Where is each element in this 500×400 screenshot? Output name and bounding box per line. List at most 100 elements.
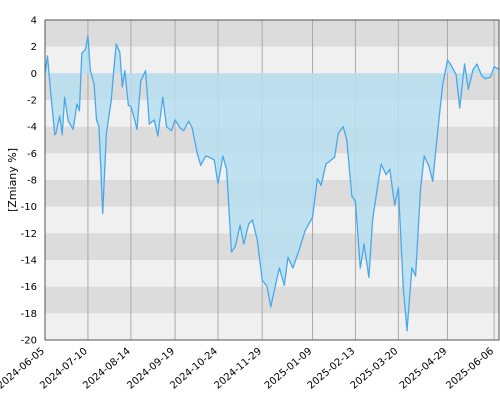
data-point <box>299 246 301 248</box>
y-tick-label: 2 <box>31 42 37 53</box>
data-point <box>334 156 336 158</box>
data-point <box>188 120 190 122</box>
y-tick-label: -20 <box>21 336 37 347</box>
plot-frame <box>44 19 500 341</box>
data-point <box>493 66 495 68</box>
data-point <box>270 306 272 308</box>
data-point <box>489 76 491 78</box>
data-point <box>130 106 132 108</box>
data-point <box>415 275 417 277</box>
data-point <box>316 178 318 180</box>
y-tick-label: -18 <box>21 309 37 320</box>
data-point <box>385 174 387 176</box>
data-point <box>165 126 168 128</box>
data-point <box>397 187 399 189</box>
data-point <box>55 132 57 134</box>
data-point <box>61 134 63 136</box>
data-point <box>78 110 80 112</box>
data-point <box>50 96 52 98</box>
y-tick-label: -6 <box>27 149 37 160</box>
data-point <box>283 284 285 286</box>
data-point <box>213 159 215 161</box>
data-point <box>292 267 294 269</box>
data-point <box>419 188 422 190</box>
data-point <box>320 184 322 186</box>
data-point <box>311 216 314 218</box>
y-tick-label: -12 <box>21 229 37 240</box>
series-line <box>44 35 500 332</box>
data-point <box>476 63 478 65</box>
data-point <box>446 59 449 61</box>
data-point <box>287 256 289 258</box>
x-tick-label: 2025-04-29 <box>398 346 450 392</box>
data-point <box>243 243 245 245</box>
y-tick-label: 4 <box>31 16 37 27</box>
data-point <box>230 251 233 253</box>
data-point <box>110 99 112 101</box>
y-tick-label: 0 <box>31 69 37 80</box>
data-point <box>89 70 91 72</box>
data-point <box>46 55 49 57</box>
data-point <box>402 287 404 289</box>
data-point <box>54 134 56 136</box>
data-point <box>376 186 379 188</box>
data-point <box>222 155 224 157</box>
data-point <box>59 115 61 117</box>
data-point <box>342 126 344 128</box>
data-point <box>200 164 202 166</box>
grid-band <box>45 313 499 340</box>
data-point <box>275 283 277 285</box>
data-point <box>234 246 236 248</box>
data-point <box>183 130 185 132</box>
data-point <box>472 68 474 70</box>
data-point <box>64 96 66 98</box>
data-point <box>442 84 444 86</box>
data-point <box>170 130 172 132</box>
data-point <box>76 103 78 105</box>
data-point <box>363 243 365 245</box>
data-point <box>450 64 452 66</box>
data-point <box>72 128 74 130</box>
data-point <box>325 163 327 165</box>
y-tick-label: -2 <box>27 96 37 107</box>
data-point <box>162 96 164 98</box>
data-point <box>239 224 241 226</box>
data-point <box>87 35 89 37</box>
y-axis-ticks: 4 2 0 -2 -4 -6 -8 -10 -12 -14 -16 -18 -20 <box>21 16 37 347</box>
grid-band <box>45 46 499 74</box>
data-point <box>406 330 408 332</box>
data-point <box>95 119 98 121</box>
data-point <box>354 200 356 202</box>
data-point <box>394 204 396 206</box>
x-tick-label: 2025-06-06 <box>444 346 496 392</box>
data-point <box>423 155 425 157</box>
data-point <box>153 119 155 121</box>
data-point <box>93 83 95 85</box>
data-point <box>368 276 370 278</box>
y-tick-label: -4 <box>27 122 37 133</box>
data-point <box>157 135 159 137</box>
data-point <box>148 123 150 125</box>
data-point <box>411 267 413 269</box>
data-point <box>119 51 121 53</box>
data-point <box>467 88 469 90</box>
data-point <box>81 52 83 54</box>
grid-band <box>45 20 499 47</box>
data-point <box>174 119 176 121</box>
data-point <box>359 267 361 269</box>
data-point <box>438 119 440 121</box>
data-point <box>140 80 142 82</box>
y-tick-label: -10 <box>21 202 37 213</box>
data-point <box>179 127 181 129</box>
data-point <box>191 127 193 129</box>
x-tick-label: 2024-08-14 <box>81 346 133 392</box>
data-point <box>67 120 69 122</box>
data-point <box>124 70 126 72</box>
series-area <box>45 36 499 331</box>
y-tick-label: -8 <box>27 176 37 187</box>
data-point <box>105 132 107 134</box>
data-point <box>84 48 87 50</box>
y-axis-label: [Zmiany %] <box>6 148 19 212</box>
data-point <box>115 43 117 45</box>
